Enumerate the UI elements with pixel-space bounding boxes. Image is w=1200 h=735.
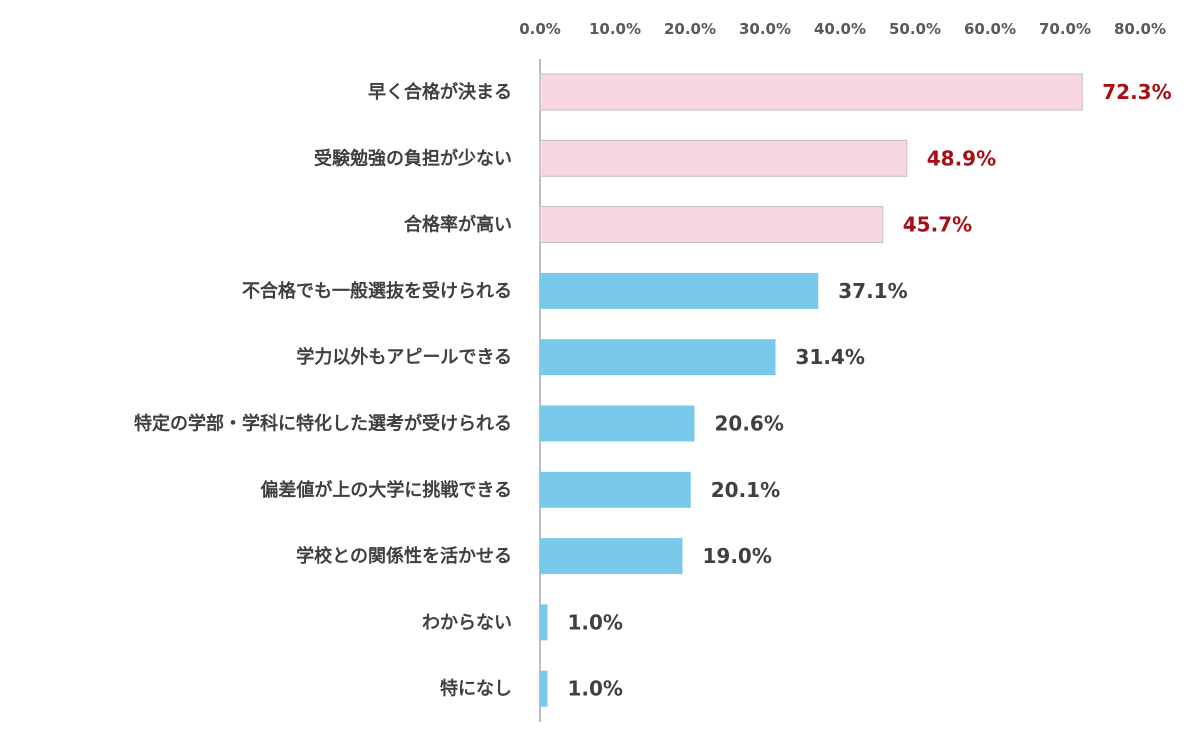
category-label: 早く合格が決まる xyxy=(368,81,512,103)
category-label: 特定の学部・学科に特化した選考が受けられる xyxy=(134,413,512,435)
data-label: 1.0% xyxy=(568,610,623,634)
x-tick-label: 70.0% xyxy=(1039,20,1091,38)
bar xyxy=(540,339,776,376)
bar xyxy=(539,73,1083,111)
x-tick-label: 30.0% xyxy=(739,20,791,38)
data-label: 72.3% xyxy=(1102,80,1171,104)
category-label: わからない xyxy=(422,612,512,633)
x-tick-label: 50.0% xyxy=(889,20,941,38)
data-label: 20.1% xyxy=(711,478,780,502)
data-label: 19.0% xyxy=(703,544,772,568)
category-label: 受験勉強の負担が少ない xyxy=(314,147,512,169)
data-label: 20.6% xyxy=(715,412,784,436)
bar xyxy=(540,604,548,641)
bar xyxy=(540,670,548,707)
data-label: 31.4% xyxy=(796,345,865,369)
bar xyxy=(539,139,908,177)
x-tick-label: 40.0% xyxy=(814,20,866,38)
data-label: 48.9% xyxy=(927,146,996,170)
category-label: 合格率が高い xyxy=(404,214,512,236)
bar xyxy=(540,538,683,575)
category-label: 不合格でも一般選抜を受けられる xyxy=(242,280,512,302)
x-tick-label: 0.0% xyxy=(519,20,561,38)
data-label: 45.7% xyxy=(903,213,972,237)
x-tick-label: 60.0% xyxy=(964,20,1016,38)
bar xyxy=(540,272,819,309)
category-label: 学校との関係性を活かせる xyxy=(296,545,512,567)
bar xyxy=(539,206,884,244)
category-label: 特になし xyxy=(440,678,512,700)
bar xyxy=(540,471,691,508)
x-tick-label: 10.0% xyxy=(589,20,641,38)
x-tick-label: 80.0% xyxy=(1114,20,1166,38)
data-label: 37.1% xyxy=(838,279,907,303)
x-tick-label: 20.0% xyxy=(664,20,716,38)
data-label: 1.0% xyxy=(568,677,623,701)
category-label: 学力以外もアピールできる xyxy=(296,346,512,368)
bar xyxy=(540,405,695,442)
category-label: 偏差値が上の大学に挑戦できる xyxy=(260,479,512,501)
